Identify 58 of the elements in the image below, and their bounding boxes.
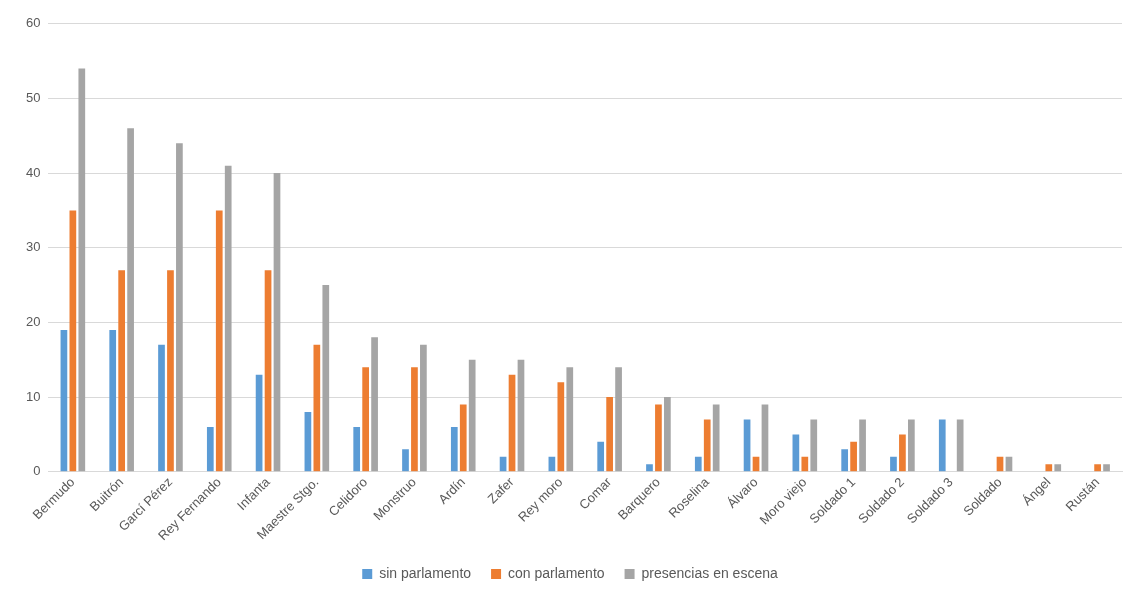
bar [956,419,964,472]
bar [859,419,866,472]
bar [810,419,818,472]
bar [109,329,117,472]
bar [566,367,574,472]
bar [703,419,711,472]
bar [468,359,476,472]
bar [557,382,565,472]
bar [78,68,86,472]
bar [743,419,751,472]
bar [908,419,915,472]
bar [459,404,467,472]
bar [158,344,165,472]
bar [664,397,671,472]
bar [176,143,183,472]
bar [850,441,857,472]
bar [450,426,458,472]
bar [1094,464,1101,472]
bar [1045,464,1053,472]
y-tick-label: 60 [25,15,41,31]
y-tick-label: 50 [25,90,41,106]
bar [1054,464,1062,472]
bar [313,344,321,472]
bar [938,419,946,472]
bar [712,404,720,472]
bar [1103,464,1110,472]
bar [615,367,622,472]
y-tick-label: 0 [33,463,41,479]
legend-label: presencias en escena [641,564,778,581]
bar [899,434,906,472]
bar [792,434,800,472]
y-tick-label: 20 [25,313,41,329]
bar [694,456,702,472]
y-tick-label: 10 [25,388,41,404]
bar [801,456,809,472]
y-tick-label: 30 [25,239,41,255]
bar [890,456,897,472]
bar [215,210,223,472]
bar [411,367,418,472]
bar [597,441,605,472]
bar [362,367,369,472]
y-tick-label: 40 [25,164,41,180]
legend-label: con parlamento [508,564,605,581]
bar [655,404,662,472]
bar [402,449,409,472]
bar [646,464,653,472]
bar [167,270,174,472]
bar [322,285,330,472]
bar [224,165,232,472]
bar [841,449,849,472]
legend-label: sin parlamento [379,564,472,581]
bar [353,426,361,472]
bar [127,128,134,472]
bar [420,344,427,472]
bar [371,337,378,472]
bar [206,426,214,472]
bar [118,270,126,472]
bar [606,397,613,472]
